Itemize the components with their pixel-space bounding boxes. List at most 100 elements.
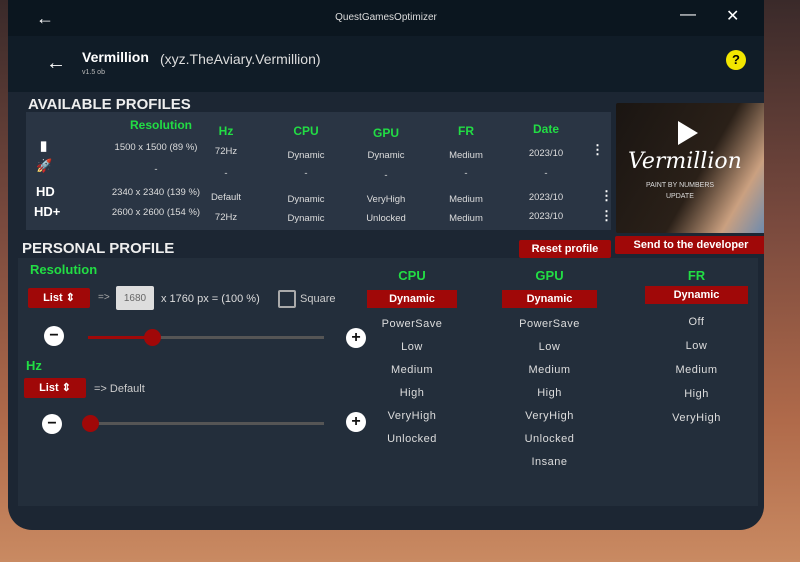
square-checkbox[interactable] [278,290,296,308]
game-thumbnail[interactable]: Vermillion PAINT BY NUMBERS UPDATE [616,103,764,233]
back-icon[interactable]: ← [46,52,66,74]
minus-icon[interactable]: − [42,414,62,434]
available-profiles-table: Resolution Hz CPU GPU FR Date ▮ 🚀 HD HD+… [26,112,613,230]
hz-mode-value: List [39,382,59,394]
cell-date: 2023/10 [528,148,564,159]
cell-cpu: Dynamic [287,194,325,205]
cell-resolution: 1500 x 1500 (89 %) [114,142,198,153]
col-fr: FR [458,124,474,138]
gpu-label: GPU [535,268,564,283]
reset-profile-button[interactable]: Reset profile [519,240,611,258]
cell-gpu: Dynamic [367,150,405,161]
resolution-mode-value: List [43,292,63,304]
thumbnail-subtitle2: UPDATE [666,193,694,200]
close-icon[interactable]: ✕ [726,8,740,25]
resolution-width-input[interactable] [116,286,154,310]
col-hz: Hz [218,124,234,138]
gpu-option[interactable]: High [537,387,562,399]
plus-icon[interactable]: + [346,328,366,348]
col-date: Date [532,122,559,136]
cpu-option[interactable]: VeryHigh [387,410,437,422]
cell-cpu: Dynamic [287,213,325,224]
cpu-option[interactable]: Unlocked [387,433,437,445]
thumbnail-logo: Vermillion [628,149,742,174]
plus-icon[interactable]: + [346,412,366,432]
resolution-summary: x 1760 px = (100 %) [161,293,260,305]
hz-value: => Default [94,383,145,395]
gpu-option-selected[interactable]: Dynamic [502,290,597,308]
resolution-label: Resolution [30,262,98,277]
title-bar: ← QuestGamesOptimizer — ✕ [8,0,764,36]
available-profiles-title: AVAILABLE PROFILES [28,96,191,113]
cell-gpu: Unlocked [366,213,406,224]
rocket-icon: 🚀 [36,158,53,173]
arrow-text: => [98,292,110,303]
fr-option[interactable]: Low [685,340,708,352]
personal-profile-title: PERSONAL PROFILE [22,240,175,257]
cell-resolution: 2600 x 2600 (154 %) [111,207,201,218]
thumbnail-subtitle: PAINT BY NUMBERS [646,182,715,189]
col-gpu: GPU [372,126,399,140]
more-options-icon[interactable]: ⋮ [591,142,604,157]
gpu-option[interactable]: VeryHigh [525,410,574,422]
slider-fill [88,336,152,339]
hz-slider[interactable] [82,415,324,432]
game-title: Vermillion [82,49,149,65]
cell-date: - [544,168,548,179]
battery-icon: ▮ [40,138,48,153]
fr-option[interactable]: VeryHigh [672,412,721,424]
help-icon[interactable]: ? [726,50,746,70]
gpu-option[interactable]: Unlocked [524,433,575,445]
chevron-updown-icon: ⇕ [65,292,75,304]
play-icon[interactable] [678,121,698,145]
more-options-icon[interactable]: ⋮ [600,208,613,223]
cell-gpu: VeryHigh [366,194,406,205]
cell-fr: Medium [449,213,483,224]
more-options-icon[interactable]: ⋮ [600,188,613,203]
gpu-option[interactable]: PowerSave [519,318,580,330]
cpu-option[interactable]: High [399,387,425,399]
col-cpu: CPU [293,124,319,138]
cell-date: 2023/10 [528,211,564,222]
slider-thumb[interactable] [143,329,161,346]
resolution-mode-select[interactable]: List ⇕ [28,288,90,308]
fr-label: FR [687,268,706,283]
fr-option[interactable]: Off [688,316,705,328]
hz-mode-select[interactable]: List ⇕ [24,378,86,398]
fr-option[interactable]: High [684,388,709,400]
minimize-icon[interactable]: — [680,6,696,23]
cell-cpu: - [304,168,308,179]
cell-resolution: - [154,164,158,175]
cell-fr: Medium [449,150,483,161]
fr-option[interactable]: Medium [675,364,718,376]
resolution-slider[interactable] [88,329,324,346]
cell-hz: - [224,168,228,179]
cell-gpu: - [384,170,388,181]
back-arrow-icon[interactable]: ← [36,8,54,28]
fr-option-selected[interactable]: Dynamic [645,286,748,304]
cell-cpu: Dynamic [287,150,325,161]
chevron-updown-icon: ⇕ [61,382,71,394]
square-label: Square [300,293,336,305]
minus-icon[interactable]: − [44,326,64,346]
gpu-option[interactable]: Insane [531,456,568,468]
send-to-developer-button[interactable]: Send to the developer [615,236,764,254]
cpu-option[interactable]: PowerSave [381,318,443,330]
hz-label: Hz [26,358,42,373]
slider-thumb[interactable] [82,415,99,432]
gpu-option[interactable]: Medium [528,364,571,376]
cpu-option[interactable]: Low [401,341,423,353]
cell-fr: Medium [449,194,483,205]
cpu-option[interactable]: Medium [390,364,434,376]
row-label-hdplus: HD+ [34,204,61,219]
cell-date: 2023/10 [528,192,564,203]
cell-hz: 72Hz [214,146,238,157]
col-resolution: Resolution [130,118,192,132]
gpu-option[interactable]: Low [538,341,561,353]
window-title: QuestGamesOptimizer [335,12,437,23]
cpu-option-selected[interactable]: Dynamic [367,290,457,308]
game-package: (xyz.TheAviary.Vermillion) [160,51,321,67]
cell-resolution: 2340 x 2340 (139 %) [111,187,201,198]
cell-fr: - [464,168,468,179]
row-label-hd: HD [36,184,55,199]
